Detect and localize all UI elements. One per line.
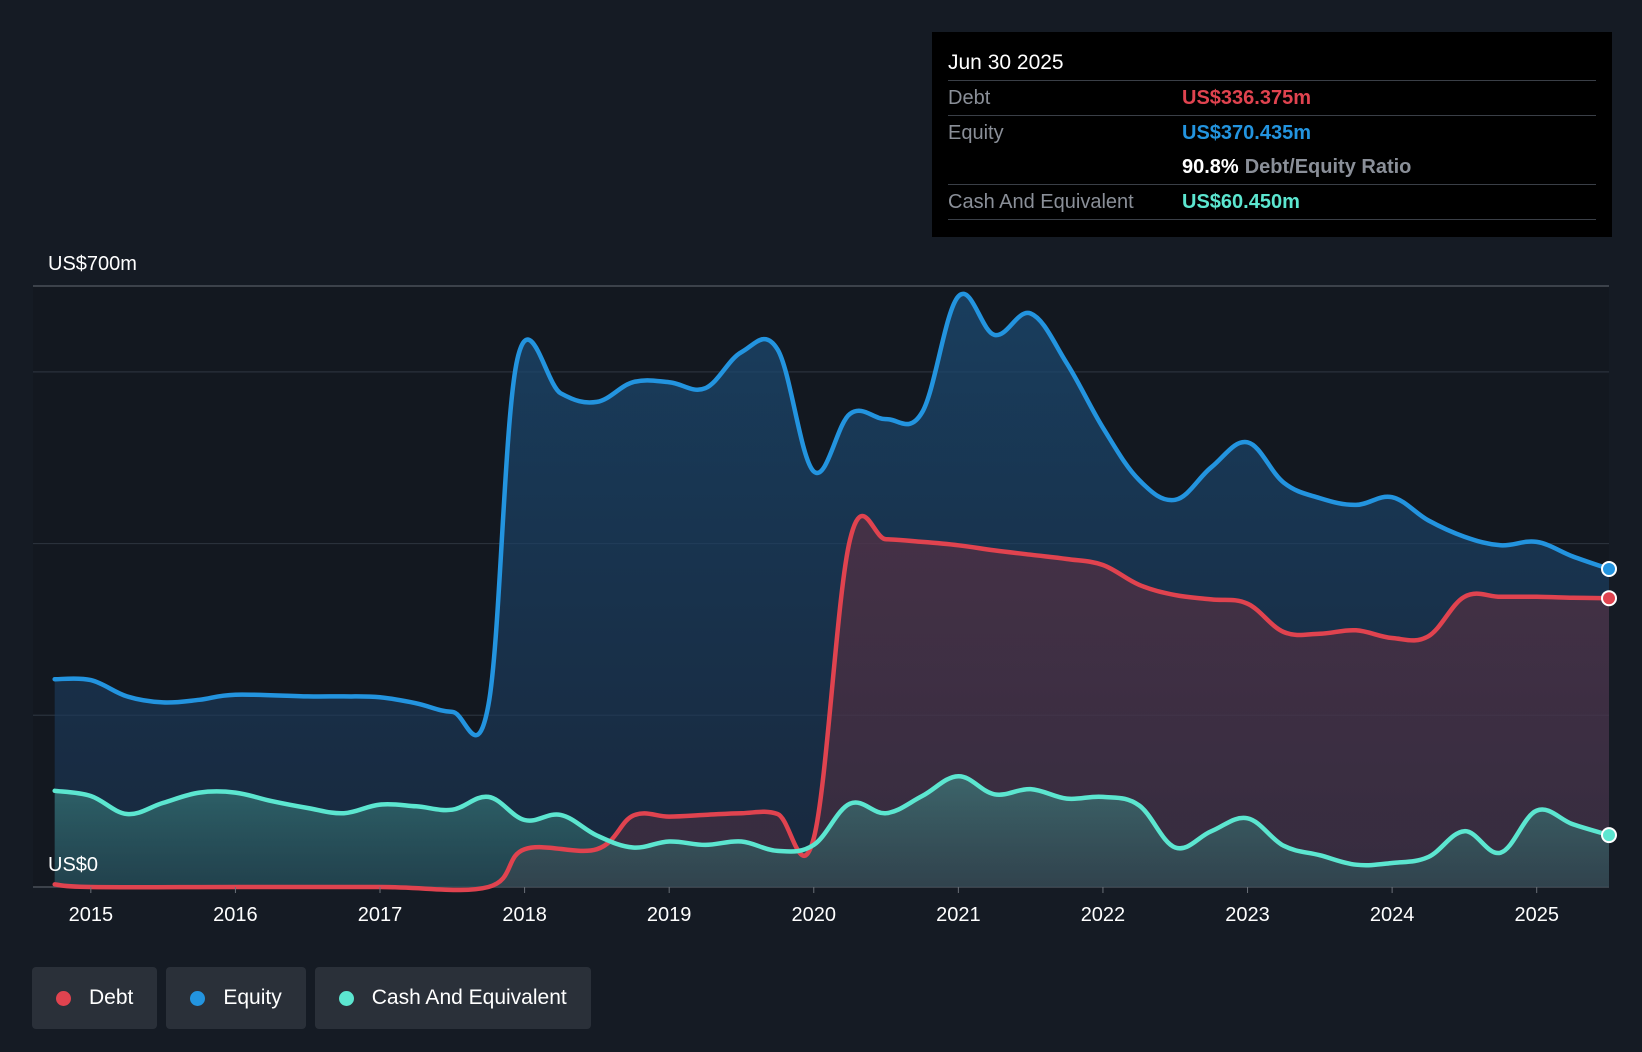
cash-line [52,773,1612,868]
legend-cash-label: Cash And Equivalent [371,986,567,1009]
tooltip-cash-label: Cash And Equivalent [948,190,1134,213]
x-tick-label: 2017 [358,904,403,926]
chart-legend: Debt Equity Cash And Equivalent [32,967,591,1029]
x-tick-label: 2024 [1370,904,1415,926]
x-tick-label: 2022 [1081,904,1126,926]
equity-end-marker[interactable] [1601,560,1617,577]
debt-dot-icon [56,990,71,1006]
y-axis-bottom-label: US$0 [48,854,98,876]
legend-equity-label: Equity [223,986,282,1009]
x-tick-label: 2023 [1225,904,1270,926]
cash-dot-icon [338,990,354,1006]
tooltip-cash-value: US$60.450m [1182,190,1300,213]
x-tick-label: 2020 [792,904,837,926]
y-axis-top-label: US$700m [48,253,137,275]
cash-area [54,776,1610,887]
legend-debt-label: Debt [89,986,134,1009]
tooltip-debt-value: US$336.375m [1182,86,1311,109]
debt-line [52,513,1612,893]
legend-item-equity[interactable]: Equity [166,967,306,1029]
legend-item-cash[interactable]: Cash And Equivalent [314,967,591,1029]
tooltip-cash-row: Cash And Equivalent US$60.450m [948,184,1596,220]
tooltip-debt-row: Debt US$336.375m [948,80,1596,115]
tooltip-ratio-value: 90.8% [1182,155,1239,178]
x-tick-label: 2025 [1514,904,1559,926]
tooltip-equity-value: US$370.435m [1182,121,1311,144]
x-tick-label: 2015 [69,904,114,926]
tooltip-panel: Jun 30 2025 Debt US$336.375m Equity US$3… [932,32,1612,237]
tooltip-equity-row: Equity US$370.435m [948,115,1596,150]
equity-dot-icon [190,990,206,1006]
tooltip-equity-label: Equity [948,121,1004,144]
tooltip-debt-label: Debt [948,86,991,109]
tooltip-ratio-label: Debt/Equity Ratio [1244,155,1412,178]
x-tick-label: 2018 [502,904,547,926]
debt-end-marker[interactable] [1601,590,1617,607]
x-tick-label: 2021 [936,904,981,926]
cash-end-marker[interactable] [1601,827,1617,844]
x-tick-label: 2019 [647,904,692,926]
legend-item-debt[interactable]: Debt [32,967,158,1029]
tooltip-date: Jun 30 2025 [948,51,1064,74]
equity-line [52,291,1612,738]
tooltip-ratio-row: 90.8% Debt/Equity Ratio [948,150,1596,184]
x-tick-label: 2016 [213,904,258,926]
